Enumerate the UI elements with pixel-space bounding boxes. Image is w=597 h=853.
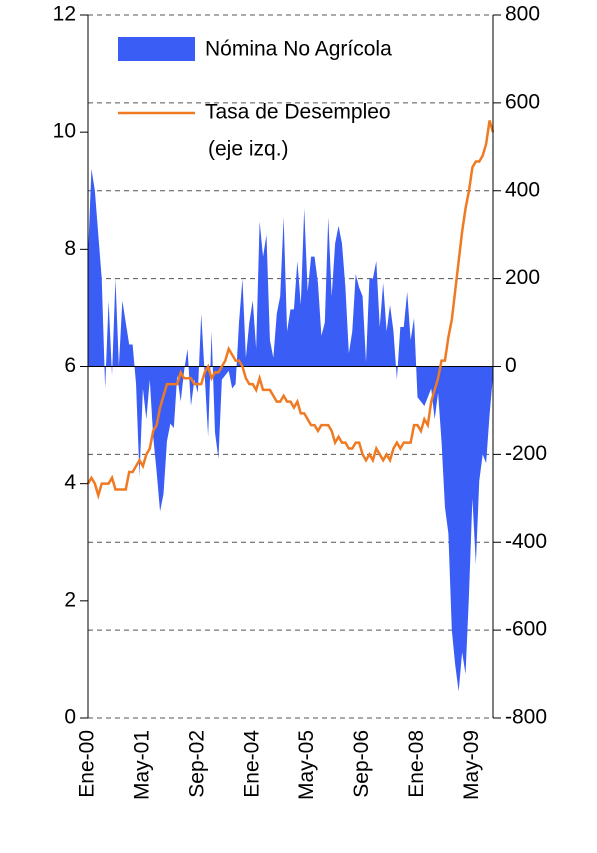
y-tick-label: 8 bbox=[64, 237, 76, 260]
y2-tick-label: 600 bbox=[505, 90, 540, 113]
x-tick-label: Sep-02 bbox=[185, 730, 208, 798]
y2-tick-label: 200 bbox=[505, 266, 540, 289]
legend-note: (eje izq.) bbox=[208, 138, 289, 161]
y2-tick-label: 800 bbox=[505, 3, 540, 26]
y2-tick-label: -400 bbox=[505, 530, 547, 553]
y2-tick-label: -200 bbox=[505, 442, 547, 465]
x-tick-label: May-01 bbox=[130, 730, 153, 800]
x-tick-label: Ene-08 bbox=[405, 730, 428, 798]
y-tick-label: 2 bbox=[64, 588, 76, 611]
x-tick-label: Ene-00 bbox=[76, 730, 99, 798]
y2-tick-label: -800 bbox=[505, 706, 547, 729]
line bbox=[86, 120, 495, 500]
legend-label: Nómina No Agrícola bbox=[205, 38, 392, 61]
x-tick-label: Sep-06 bbox=[350, 730, 373, 798]
y-tick-label: 0 bbox=[64, 706, 76, 729]
legend-label: Tasa de Desempleo bbox=[205, 101, 391, 124]
y-tick-label: 12 bbox=[53, 3, 76, 26]
y2-tick-label: 0 bbox=[505, 354, 517, 377]
x-tick-label: May-09 bbox=[460, 730, 483, 800]
y-tick-label: 4 bbox=[64, 471, 76, 494]
y2-tick-label: 400 bbox=[505, 178, 540, 201]
area bbox=[88, 168, 493, 692]
y-tick-label: 6 bbox=[64, 354, 76, 377]
legend-swatch-area bbox=[118, 37, 195, 61]
x-tick-label: May-05 bbox=[295, 730, 318, 800]
x-tick-label: Ene-04 bbox=[240, 730, 263, 798]
y-tick-label: 10 bbox=[53, 120, 76, 143]
y2-tick-label: -600 bbox=[505, 618, 547, 641]
